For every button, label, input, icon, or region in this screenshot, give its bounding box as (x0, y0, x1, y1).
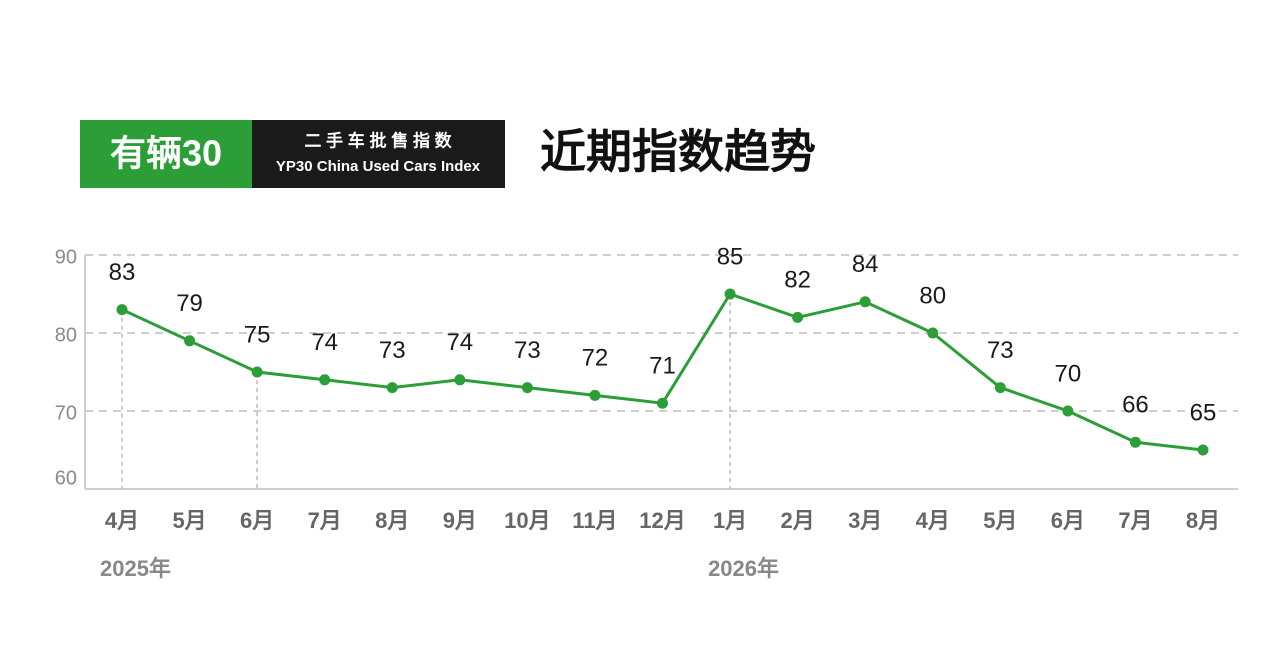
value-label: 73 (514, 337, 541, 364)
x-tick-label: 2月 (781, 508, 815, 533)
x-tick-label: 5月 (983, 508, 1017, 533)
point (927, 327, 939, 339)
x-tick-label: 8月 (1186, 508, 1220, 533)
x-tick-label: 1月 (713, 508, 747, 533)
x-tick-label: 12月 (639, 508, 685, 533)
x-tick-label: 7月 (1118, 508, 1152, 533)
badge-box (80, 120, 252, 188)
x-tick-label: 10月 (504, 508, 550, 533)
value-label: 73 (987, 337, 1014, 364)
point (454, 374, 466, 386)
value-label: 65 (1190, 399, 1217, 426)
value-label: 84 (852, 251, 879, 278)
subtitle-cn: 二 手 车 批 售 指 数 (304, 130, 452, 150)
point (657, 397, 668, 409)
value-label: 85 (717, 243, 744, 270)
x-tick-label: 8月 (375, 508, 409, 533)
point (319, 374, 331, 386)
point (994, 382, 1006, 394)
value-label: 73 (379, 337, 406, 364)
x-tick-label: 7月 (308, 508, 342, 533)
value-label: 74 (311, 329, 338, 356)
x-tick-label: 4月 (916, 508, 950, 533)
point (521, 382, 533, 394)
subtitle-box (252, 120, 505, 188)
point (589, 389, 601, 401)
x-group-label: 2026年 (708, 556, 779, 581)
x-tick-label: 6月 (240, 508, 274, 533)
point (386, 382, 398, 394)
point (724, 288, 736, 300)
value-label: 74 (446, 329, 473, 356)
y-tick-label: 80 (55, 324, 77, 346)
subtitle-en: YP30 China Used Cars Index (276, 158, 481, 175)
point (1062, 405, 1074, 417)
x-tick-label: 3月 (848, 508, 882, 533)
x-tick-label: 11月 (572, 508, 617, 533)
point (251, 366, 263, 378)
value-label: 71 (649, 353, 676, 380)
point (116, 304, 128, 316)
value-label: 70 (1055, 360, 1082, 387)
x-tick-label: 9月 (443, 508, 477, 533)
value-label: 66 (1122, 392, 1149, 419)
value-label: 75 (244, 321, 271, 348)
point (1129, 436, 1141, 448)
point (792, 311, 804, 323)
y-tick-label: 70 (55, 402, 77, 424)
value-label: 80 (919, 282, 946, 309)
x-group-label: 2025年 (100, 556, 171, 581)
y-tick-label: 90 (55, 246, 77, 268)
y-tick-label: 60 (55, 467, 77, 489)
chart-title: 近期指数趋势 (540, 127, 816, 178)
point (1197, 444, 1209, 456)
x-tick-label: 4月 (105, 508, 139, 533)
value-label: 83 (109, 259, 136, 286)
value-label: 82 (784, 267, 811, 294)
badge: 有辆30 (110, 133, 222, 174)
point (184, 335, 196, 347)
value-label: 72 (582, 345, 609, 372)
value-label: 79 (176, 290, 203, 317)
point (859, 296, 871, 308)
x-tick-label: 5月 (172, 508, 206, 533)
x-tick-label: 6月 (1051, 508, 1085, 533)
